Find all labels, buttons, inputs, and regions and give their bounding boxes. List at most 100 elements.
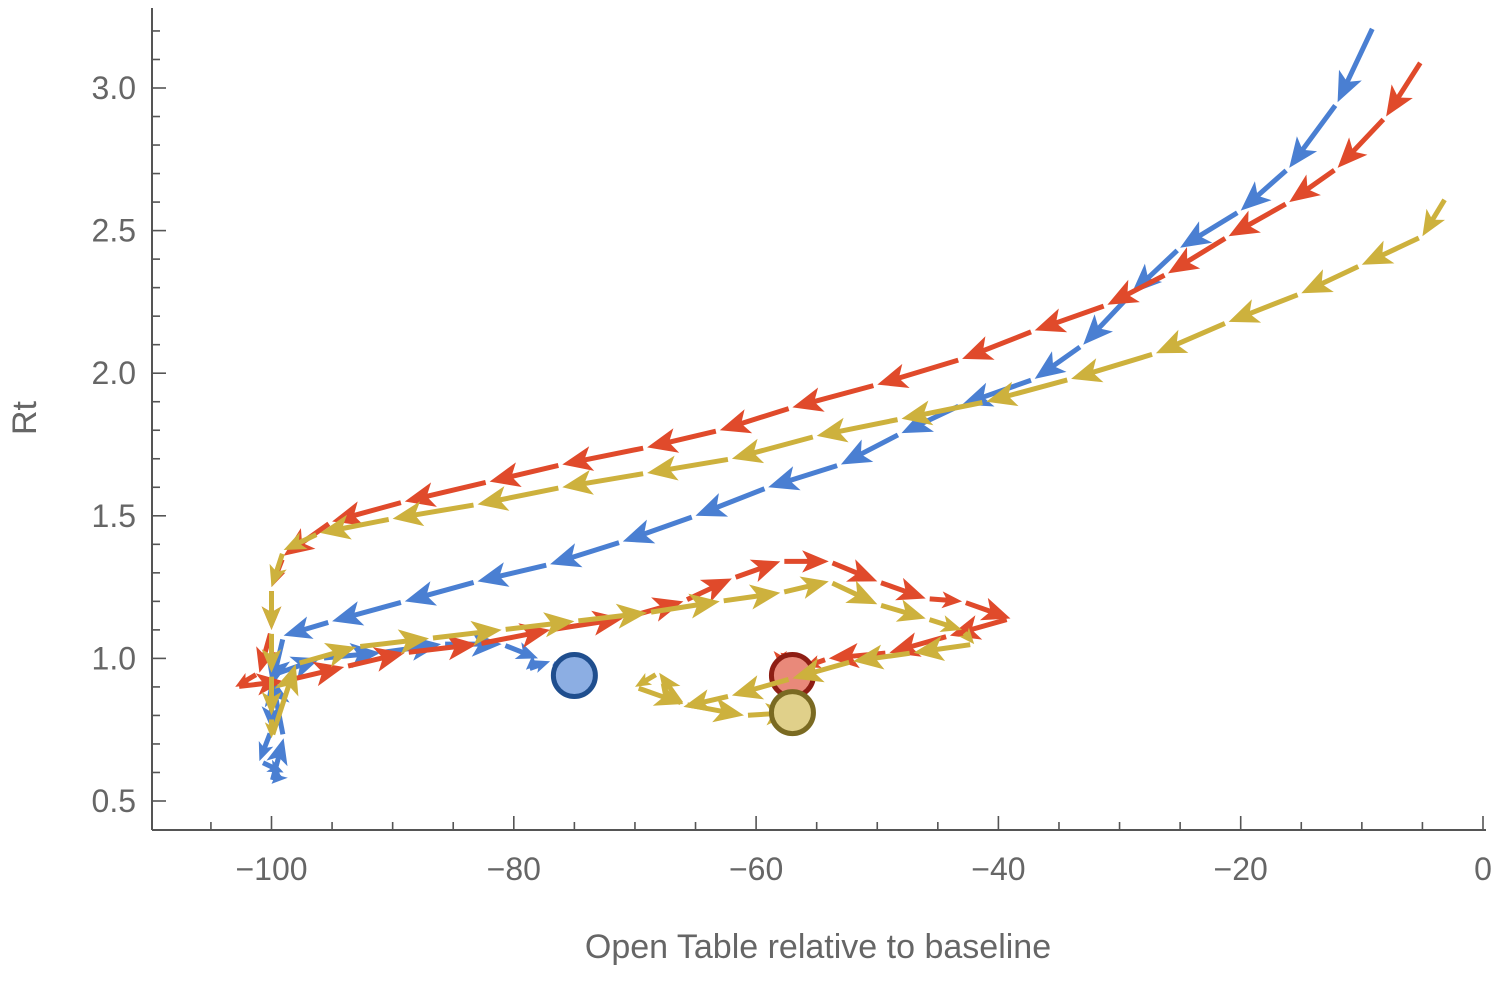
y-tick-label: 2.5 xyxy=(92,213,136,249)
trajectory-arrowhead xyxy=(446,635,478,661)
trajectory-segment xyxy=(1053,303,1105,326)
trajectory-segment xyxy=(701,693,729,705)
trajectory-arrowhead xyxy=(261,691,282,716)
trajectory-segment xyxy=(1050,344,1082,369)
trajectory-segment xyxy=(270,683,292,736)
trajectory-segment xyxy=(811,659,850,676)
trajectory-segment xyxy=(964,600,993,615)
trajectory-segment xyxy=(582,471,644,487)
trajectory-segment xyxy=(836,417,899,435)
trajectory-segment xyxy=(424,480,487,500)
trajectory-arrowhead xyxy=(749,559,781,582)
y-axis-label: Rt xyxy=(6,400,44,435)
trajectory-segment xyxy=(497,485,559,503)
trajectory-segment xyxy=(569,540,620,561)
trajectory-segment xyxy=(1395,61,1423,101)
trajectory-segment xyxy=(497,562,547,580)
trajectory-segment xyxy=(340,516,390,532)
trajectory-segment xyxy=(578,612,627,624)
trajectory-segment xyxy=(723,593,760,604)
trajectory-segment xyxy=(424,580,475,599)
trajectory-segment xyxy=(261,732,273,750)
trajectory-arrowhead xyxy=(550,543,583,568)
trajectory-arrowhead xyxy=(719,409,753,434)
trajectory-segment xyxy=(347,655,385,669)
trajectory-arrowhead xyxy=(913,636,946,661)
series-1 xyxy=(235,61,1423,696)
trajectory-arrowhead xyxy=(792,658,825,683)
trajectory-segment xyxy=(243,672,258,684)
trajectory-arrowhead xyxy=(470,620,502,646)
trajectory-arrowhead xyxy=(324,643,357,668)
trajectory-arrowhead xyxy=(1422,208,1445,237)
trajectory-arrowhead xyxy=(562,446,595,471)
trajectory-arrowhead xyxy=(986,381,1019,407)
trajectory-segment xyxy=(980,329,1032,354)
trajectory-arrowhead xyxy=(1240,181,1272,211)
trajectory-segment xyxy=(1319,264,1360,287)
trajectory-segment xyxy=(831,580,860,598)
trajectory-arrowhead xyxy=(652,683,684,706)
trajectory-arrowhead xyxy=(958,627,975,645)
trajectory-arrowhead xyxy=(635,673,653,687)
trajectory-arrowhead xyxy=(979,597,1011,621)
trajectory-arrowhead xyxy=(1289,174,1321,203)
x-tick-label: −80 xyxy=(487,851,541,887)
trajectory-segment xyxy=(1090,352,1153,376)
trajectory-arrowhead xyxy=(532,660,551,673)
trajectory-segment xyxy=(739,406,790,427)
trajectory-arrowhead xyxy=(274,664,299,697)
x-axis-label: Open Table relative to baseline xyxy=(585,928,1051,966)
trajectory-arrowhead xyxy=(615,603,648,629)
x-tick-label: −40 xyxy=(971,851,1025,887)
trajectory-segment xyxy=(666,428,717,445)
trajectory-segment xyxy=(643,672,658,684)
trajectory-segment xyxy=(714,486,766,511)
trajectory-arrowhead xyxy=(477,486,510,511)
trajectory-arrowhead xyxy=(1034,308,1068,333)
trajectory-segment xyxy=(858,432,900,458)
trajectory-arrowhead xyxy=(271,768,288,784)
trajectory-segment xyxy=(1379,235,1420,259)
trajectory-arrowhead xyxy=(895,577,926,601)
trajectory-segment xyxy=(1350,117,1386,155)
trajectory-arrowhead xyxy=(731,675,765,700)
trajectory-arrowhead xyxy=(941,591,963,609)
trajectory-segment xyxy=(783,583,811,595)
trajectory-segment xyxy=(929,596,949,603)
trajectory-arrowhead xyxy=(404,482,437,507)
trajectory-arrowhead xyxy=(901,400,934,426)
trajectory-segment xyxy=(1299,103,1338,153)
trajectory-segment xyxy=(1174,321,1226,348)
trajectory-arrowhead xyxy=(768,466,801,491)
trajectory-segment xyxy=(667,456,729,473)
trajectory-arrowhead xyxy=(283,532,308,550)
trajectory-segment xyxy=(934,642,971,653)
trajectory-arrowhead xyxy=(1289,136,1318,168)
trajectory-segment xyxy=(896,357,959,381)
trajectory-arrowhead xyxy=(1168,247,1201,274)
trajectory-segment xyxy=(238,680,266,689)
trajectory-segment xyxy=(734,565,763,580)
trajectory-arrowhead xyxy=(1361,240,1395,265)
x-tick-label: −60 xyxy=(729,851,783,887)
series-layer xyxy=(235,27,1447,784)
trajectory-arrowhead xyxy=(397,629,429,655)
trajectory-segment xyxy=(359,638,409,650)
x-tick-label: 0 xyxy=(1474,851,1492,887)
trajectory-segment xyxy=(296,532,318,546)
trajectory-segment xyxy=(641,514,693,537)
trajectory-segment xyxy=(261,760,275,770)
trajectory-arrowhead xyxy=(699,578,732,603)
trajectory-segment xyxy=(814,657,826,666)
trajectory-arrowhead xyxy=(895,599,926,622)
trajectory-arrowhead xyxy=(477,562,510,587)
trajectory-segment xyxy=(505,621,554,632)
trajectory-arrowhead xyxy=(1155,329,1189,354)
trajectory-segment xyxy=(812,383,875,405)
trajectory-segment xyxy=(686,702,724,715)
trajectory-arrowhead xyxy=(332,601,365,626)
trajectory-arrowhead xyxy=(562,469,594,495)
trajectory-segment xyxy=(408,644,457,655)
